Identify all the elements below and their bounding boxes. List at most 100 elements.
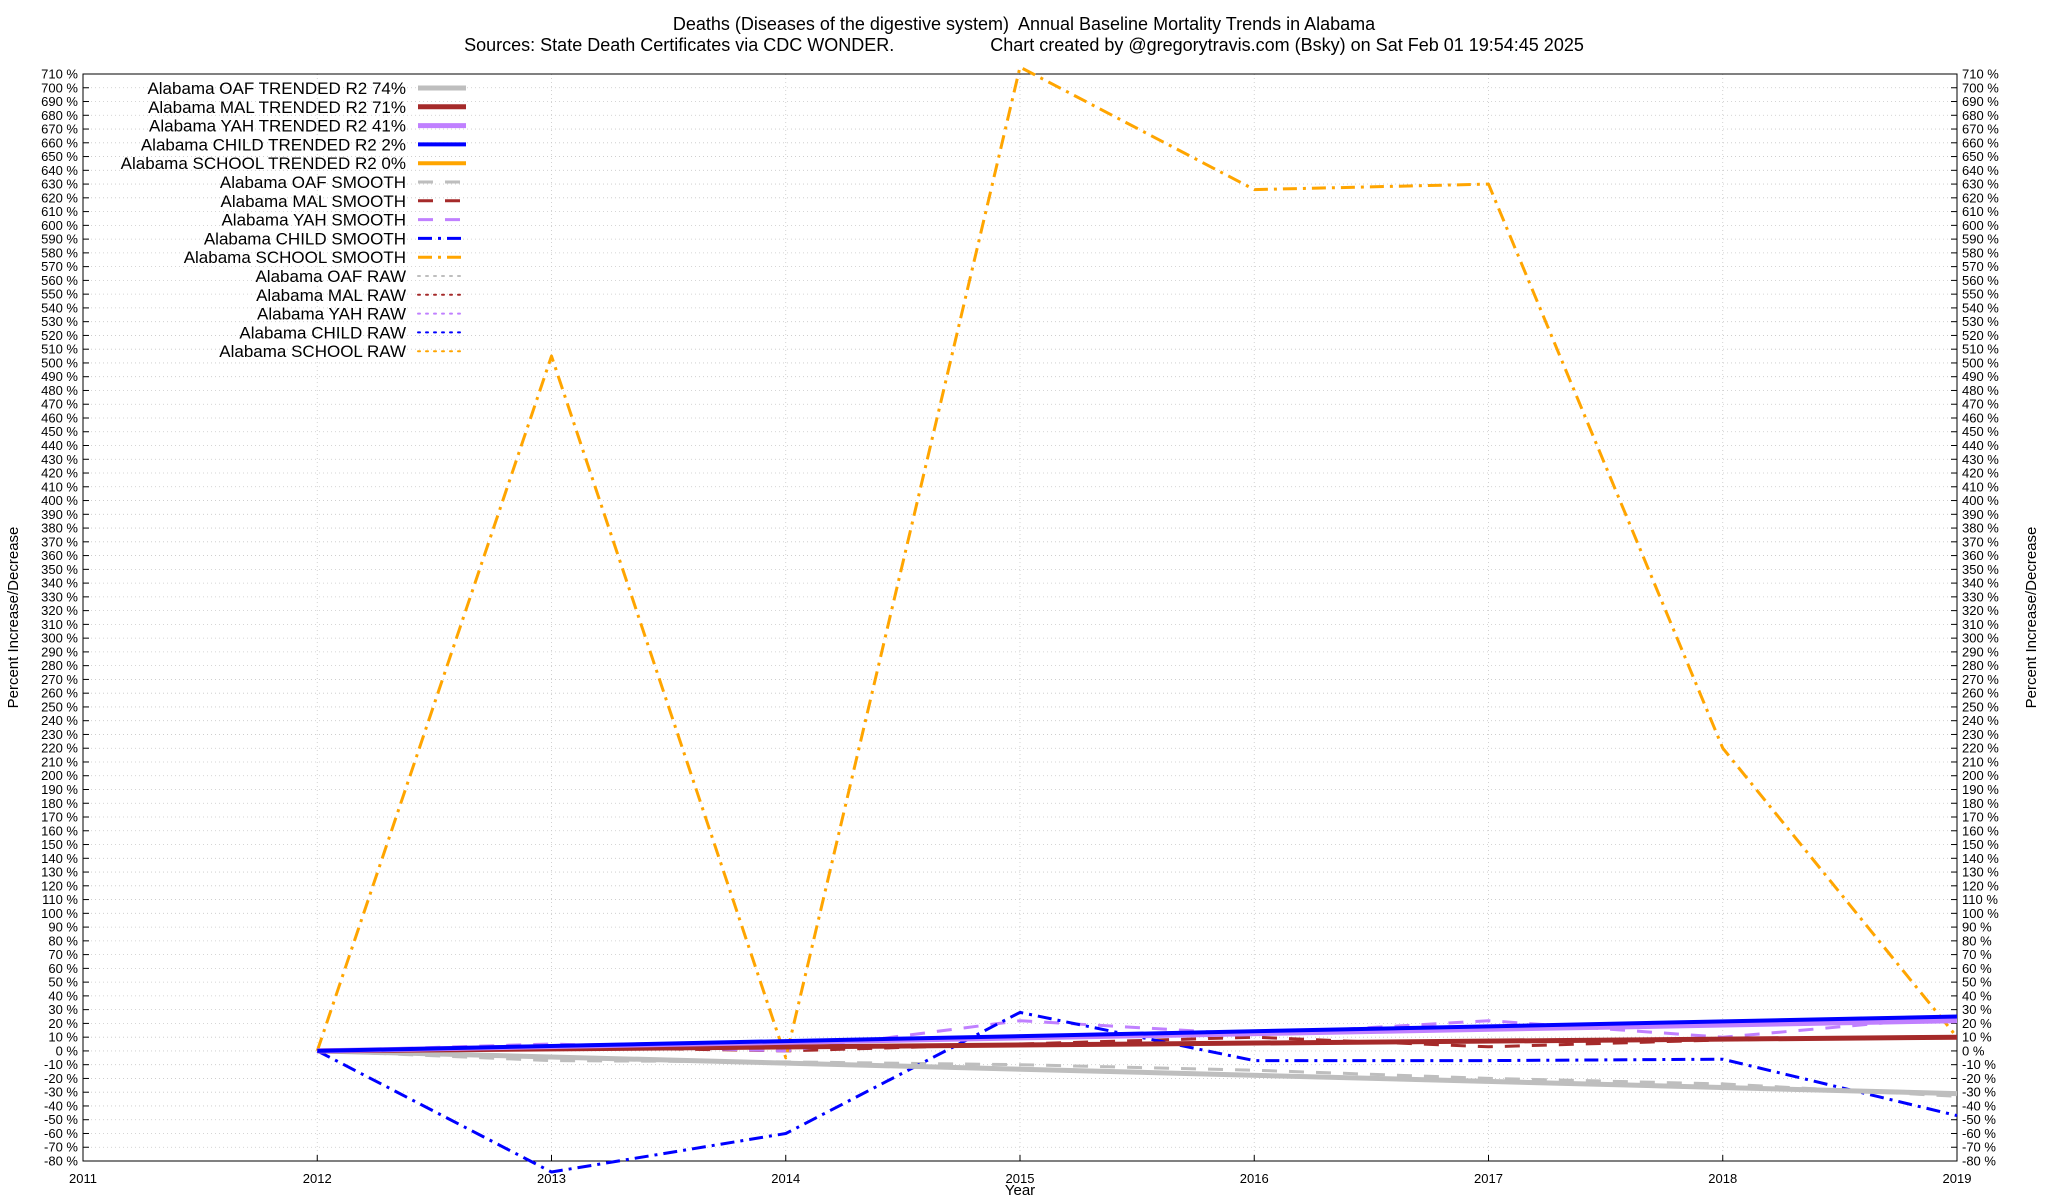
y-tick-label-left: 470 % bbox=[41, 397, 78, 412]
y2-axis-label: Percent Increase/Decrease bbox=[2023, 527, 2040, 709]
y-tick-label-right: 190 % bbox=[1962, 782, 1999, 797]
y-tick-label-right: 310 % bbox=[1962, 617, 1999, 632]
y-tick-label-right: 0 % bbox=[1962, 1043, 1985, 1058]
legend-label: Alabama MAL SMOOTH bbox=[221, 192, 406, 211]
y-tick-label-right: 470 % bbox=[1962, 397, 1999, 412]
x-tick-label: 2015 bbox=[1006, 1171, 1035, 1186]
y-tick-label-left: -20 % bbox=[44, 1071, 78, 1086]
y-tick-label-right: 430 % bbox=[1962, 452, 1999, 467]
x-tick-label: 2012 bbox=[303, 1171, 332, 1186]
series-line bbox=[317, 1034, 1958, 1054]
legend-label: Alabama YAH SMOOTH bbox=[221, 211, 406, 230]
y-tick-label-left: 100 % bbox=[41, 906, 78, 921]
y-tick-label-left: 250 % bbox=[41, 699, 78, 714]
y-tick-label-right: 670 % bbox=[1962, 122, 1999, 137]
y-tick-label-right: 30 % bbox=[1962, 1002, 1992, 1017]
y-tick-label-left: 320 % bbox=[41, 603, 78, 618]
y-tick-label-left: 10 % bbox=[48, 1030, 78, 1045]
x-tick-label: 2016 bbox=[1240, 1171, 1269, 1186]
legend-label: Alabama CHILD TRENDED R2 2% bbox=[141, 135, 406, 154]
legend-label: Alabama SCHOOL TRENDED R2 0% bbox=[121, 154, 406, 173]
series-line bbox=[316, 1010, 1958, 1174]
y-tick-label-right: 80 % bbox=[1962, 933, 1992, 948]
y-tick-label-left: 330 % bbox=[41, 589, 78, 604]
x-axis: 2011 2012 2013 2014 2015 2016 2017 2018 2019 bbox=[69, 1155, 1971, 1186]
x-tick-label: 2017 bbox=[1474, 1171, 1503, 1186]
y-tick-label-right: 170 % bbox=[1962, 810, 1999, 825]
y-tick-label-right: 220 % bbox=[1962, 741, 1999, 756]
y-tick-label-left: 600 % bbox=[41, 218, 78, 233]
y-tick-label-right: 660 % bbox=[1962, 135, 1999, 150]
y-axis-left: -80 %-70 %-60 %-50 %-40 %-30 %-20 %-10 %… bbox=[41, 67, 89, 1169]
y-tick-label-left: 390 % bbox=[41, 507, 78, 522]
legend-label: Alabama MAL TRENDED R2 71% bbox=[148, 98, 406, 117]
y-tick-label-right: 260 % bbox=[1962, 686, 1999, 701]
y-tick-label-left: 650 % bbox=[41, 149, 78, 164]
y-tick-label-left: 280 % bbox=[41, 658, 78, 673]
y-tick-label-left: 700 % bbox=[41, 80, 78, 95]
y-tick-label-right: 300 % bbox=[1962, 631, 1999, 646]
y-tick-label-right: 20 % bbox=[1962, 1016, 1992, 1031]
y-tick-label-left: 350 % bbox=[41, 562, 78, 577]
y-tick-label-left: 440 % bbox=[41, 438, 78, 453]
y-tick-label-right: 400 % bbox=[1962, 493, 1999, 508]
y-tick-label-right: -30 % bbox=[1962, 1085, 1996, 1100]
y-tick-label-right: 490 % bbox=[1962, 369, 1999, 384]
y-tick-label-left: 570 % bbox=[41, 259, 78, 274]
y-tick-label-right: 340 % bbox=[1962, 576, 1999, 591]
y-tick-label-right: -40 % bbox=[1962, 1098, 1996, 1113]
chart-subtitle: Sources: State Death Certificates via CD… bbox=[0, 35, 2048, 55]
y-tick-label-left: 590 % bbox=[41, 232, 78, 247]
y-tick-label-left: 410 % bbox=[41, 479, 78, 494]
y-tick-label-left: -30 % bbox=[44, 1085, 78, 1100]
y-tick-label-right: -70 % bbox=[1962, 1140, 1996, 1155]
y-tick-label-right: 690 % bbox=[1962, 94, 1999, 109]
x-tick-label: 2011 bbox=[69, 1171, 97, 1186]
y-tick-label-left: 130 % bbox=[41, 865, 78, 880]
y-tick-label-left: 370 % bbox=[41, 534, 78, 549]
y-tick-label-right: 380 % bbox=[1962, 521, 1999, 536]
y-tick-label-left: 230 % bbox=[41, 727, 78, 742]
legend-label: Alabama SCHOOL SMOOTH bbox=[184, 248, 406, 267]
y-tick-label-left: -80 % bbox=[44, 1154, 78, 1169]
y-tick-label-left: 430 % bbox=[41, 452, 78, 467]
y-tick-label-right: 580 % bbox=[1962, 245, 1999, 260]
y-tick-label-right: 560 % bbox=[1962, 273, 1999, 288]
y-tick-label-right: 10 % bbox=[1962, 1030, 1992, 1045]
y-tick-label-right: 410 % bbox=[1962, 479, 1999, 494]
y-tick-label-left: 460 % bbox=[41, 410, 78, 425]
y-tick-label-left: 450 % bbox=[41, 424, 78, 439]
y-tick-label-left: 270 % bbox=[41, 672, 78, 687]
y-tick-label-right: 230 % bbox=[1962, 727, 1999, 742]
y-tick-label-right: 110 % bbox=[1962, 892, 1998, 907]
y-tick-label-left: 90 % bbox=[48, 920, 78, 935]
y-tick-label-left: 290 % bbox=[41, 644, 78, 659]
y-tick-label-right: 350 % bbox=[1962, 562, 1999, 577]
y-tick-label-left: 210 % bbox=[41, 754, 78, 769]
y-tick-label-left: 560 % bbox=[41, 273, 78, 288]
y-tick-label-right: -20 % bbox=[1962, 1071, 1996, 1086]
y-tick-label-left: 260 % bbox=[41, 686, 78, 701]
y-tick-label-right: 710 % bbox=[1962, 67, 1999, 82]
y-tick-label-right: 90 % bbox=[1962, 920, 1992, 935]
y-tick-label-left: 200 % bbox=[41, 768, 78, 783]
y-tick-label-right: 500 % bbox=[1962, 355, 1999, 370]
legend-label: Alabama MAL RAW bbox=[256, 286, 406, 305]
legend-label: Alabama OAF TRENDED R2 74% bbox=[147, 79, 406, 98]
y-tick-label-right: 240 % bbox=[1962, 713, 1999, 728]
y-tick-label-right: 370 % bbox=[1962, 534, 1999, 549]
y-tick-label-right: 440 % bbox=[1962, 438, 1999, 453]
legend-label: Alabama OAF RAW bbox=[255, 267, 406, 286]
y-tick-label-right: 140 % bbox=[1962, 851, 1999, 866]
legend: Alabama OAF TRENDED R2 74%Alabama MAL TR… bbox=[121, 79, 467, 361]
y-tick-label-left: 580 % bbox=[41, 245, 78, 260]
y-tick-label-right: 590 % bbox=[1962, 232, 1999, 247]
y-tick-label-right: 550 % bbox=[1962, 287, 1999, 302]
y-tick-label-left: 490 % bbox=[41, 369, 78, 384]
series-line bbox=[317, 1048, 1958, 1097]
y-tick-label-left: 80 % bbox=[48, 933, 78, 948]
y-tick-label-left: 530 % bbox=[41, 314, 78, 329]
y-tick-label-left: -70 % bbox=[44, 1140, 78, 1155]
y-tick-label-left: 240 % bbox=[41, 713, 78, 728]
